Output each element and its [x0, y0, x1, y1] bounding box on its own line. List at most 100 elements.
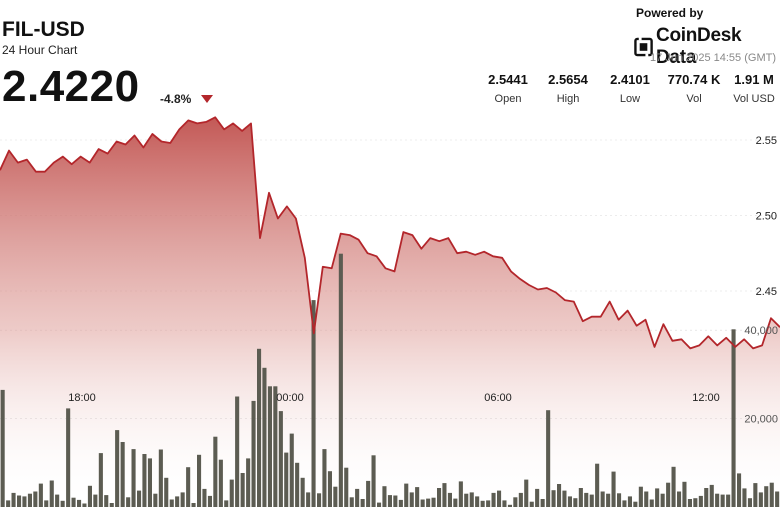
- stat-high-label: High: [556, 93, 580, 105]
- volume-bar: [317, 493, 322, 507]
- volume-bar: [229, 479, 234, 507]
- volume-bar: [731, 329, 736, 507]
- volume-bar: [524, 479, 529, 507]
- stat-low-value: 2.4101: [610, 72, 650, 87]
- volume-bar: [698, 495, 703, 507]
- volume-bar: [382, 486, 387, 507]
- volume-bar: [246, 458, 251, 507]
- volume-bar: [393, 495, 398, 507]
- volume-bar: [513, 497, 518, 507]
- volume-bar: [284, 452, 289, 507]
- volume-bar: [535, 488, 540, 507]
- volume-bar: [573, 498, 578, 507]
- volume-bar: [720, 494, 725, 507]
- volume-bar: [453, 498, 458, 507]
- volume-bar: [44, 500, 49, 507]
- volume-bar: [355, 488, 360, 507]
- coindesk-logo-icon: [634, 37, 653, 57]
- volume-bar: [638, 486, 643, 507]
- volume-bar: [153, 493, 158, 507]
- volume-bar: [55, 494, 60, 507]
- volume-bar: [109, 503, 114, 507]
- stat-vol-usd-value: 1.91 M: [734, 72, 774, 87]
- volume-bar: [186, 467, 191, 507]
- volume-bar: [398, 499, 403, 507]
- volume-bar: [442, 483, 447, 507]
- volume-bar: [6, 500, 11, 507]
- y-tick-label: 2.50: [756, 211, 777, 223]
- symbol-title: FIL-USD: [2, 18, 85, 41]
- volume-bar: [338, 253, 343, 507]
- volume-bar: [747, 498, 752, 507]
- x-tick-label: 00:00: [276, 392, 304, 404]
- volume-bar: [529, 501, 534, 507]
- volume-bar: [38, 483, 43, 507]
- volume-bar: [480, 500, 485, 507]
- volume-bar: [611, 471, 616, 507]
- volume-bar: [251, 400, 256, 507]
- volume-bar: [0, 389, 5, 507]
- axis-labels: 2.55 2.50 2.45 18:00 00:00 06:00 12:00 40,000 20…: [68, 135, 778, 426]
- volume-bar: [464, 493, 469, 507]
- price-change-percent: -4.8%: [160, 92, 192, 106]
- volume-bar: [578, 488, 583, 507]
- volume-bar: [164, 477, 169, 507]
- x-tick-label: 06:00: [484, 392, 512, 404]
- volume-bar: [687, 499, 692, 507]
- volume-bar: [518, 492, 523, 507]
- volume-bar: [502, 500, 507, 507]
- stat-high: 2.5654 High: [538, 72, 598, 105]
- volume-bar: [600, 491, 605, 507]
- volume-bar: [327, 471, 332, 507]
- stat-open-label: Open: [494, 93, 522, 105]
- volume-bar: [142, 454, 147, 507]
- volume-bar: [660, 493, 665, 507]
- volume-bar: [213, 436, 218, 507]
- volume-bar: [726, 494, 731, 507]
- volume-bar: [22, 496, 27, 507]
- coindesk-logo: CoinDesk Data: [634, 25, 780, 69]
- chart-period-label: 24 Hour Chart: [2, 43, 78, 57]
- volume-bar: [66, 408, 71, 507]
- volume-tick-label: 40,000: [744, 325, 778, 337]
- stat-vol: 770.74 K Vol: [660, 72, 728, 105]
- volume-bar: [300, 477, 305, 507]
- y-tick-label: 2.45: [756, 286, 777, 298]
- volume-bar: [180, 492, 185, 507]
- volume-bar: [333, 486, 338, 507]
- volume-bar: [649, 499, 654, 507]
- volume-bar: [584, 492, 589, 507]
- volume-bar: [415, 487, 420, 507]
- volume-bar: [158, 449, 163, 507]
- volume-bar: [17, 495, 22, 507]
- volume-bar: [311, 300, 316, 507]
- volume-bar: [344, 467, 349, 507]
- volume-bar: [769, 482, 774, 507]
- volume-bar: [175, 496, 180, 507]
- volume-bar: [469, 492, 474, 507]
- price-line: [0, 116, 780, 350]
- volume-bar: [137, 490, 142, 507]
- volume-bars: [0, 253, 780, 507]
- price-area: [0, 117, 780, 507]
- volume-bar: [644, 491, 649, 507]
- volume-bar: [349, 497, 354, 507]
- volume-bar: [207, 495, 212, 507]
- powered-by-label: Powered by: [636, 6, 704, 20]
- volume-bar: [677, 491, 682, 507]
- volume-bar: [557, 484, 562, 507]
- stat-low: 2.4101 Low: [600, 72, 660, 105]
- volume-bar: [371, 455, 376, 507]
- volume-bar: [126, 497, 131, 507]
- volume-bar: [622, 500, 627, 507]
- volume-bar: [491, 492, 496, 507]
- volume-bar: [437, 488, 442, 507]
- volume-bar: [169, 499, 174, 507]
- stat-open-value: 2.5441: [488, 72, 528, 87]
- volume-bar: [595, 463, 600, 507]
- volume-bar: [120, 442, 125, 507]
- volume-bar: [131, 449, 136, 507]
- volume-bar: [475, 496, 480, 507]
- volume-bar: [82, 503, 87, 507]
